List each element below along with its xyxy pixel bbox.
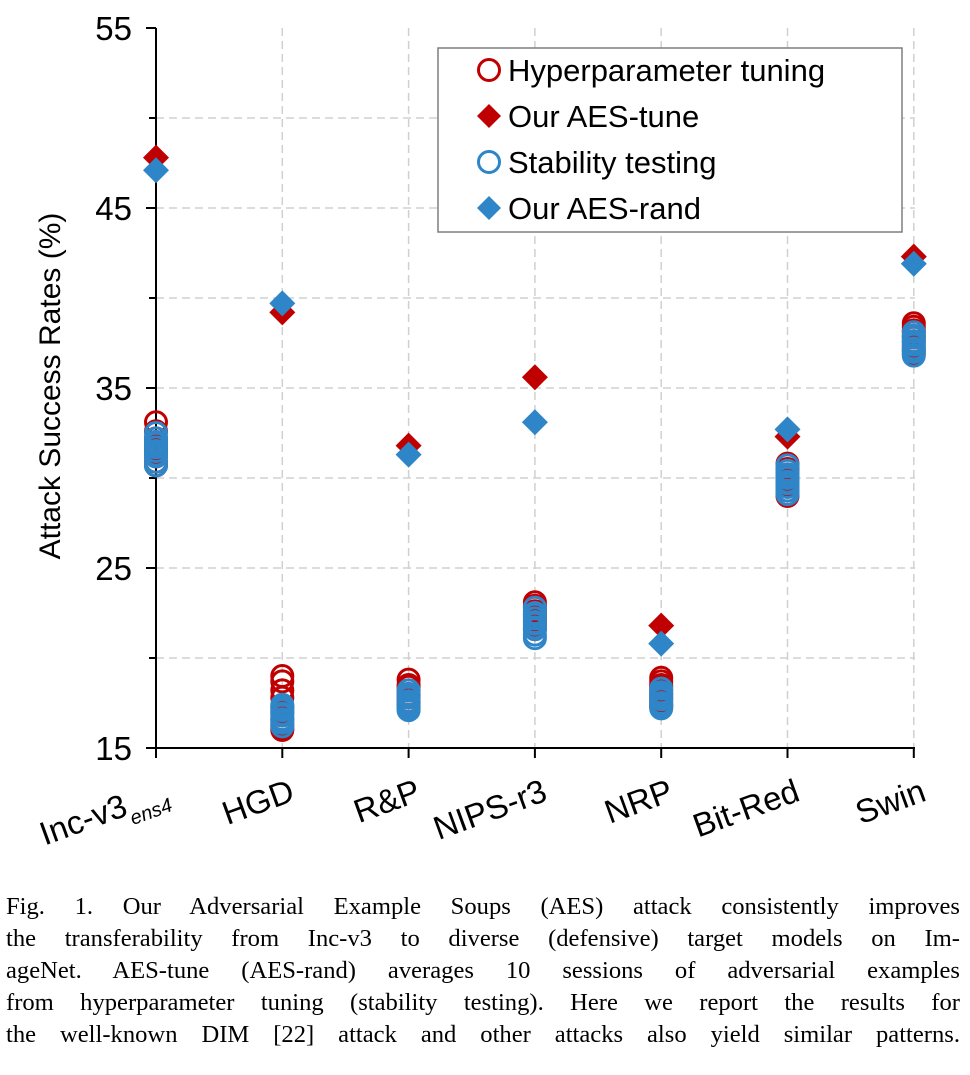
data-point-circle (522, 626, 547, 651)
y-axis-title-group: Attack Success Rates (%) (34, 213, 67, 560)
data-points (143, 144, 927, 742)
data-point-circle (144, 442, 168, 467)
y-tick-label: 35 (95, 370, 132, 407)
legend-box (437, 47, 903, 233)
data-point-circle (901, 338, 926, 363)
data-point-circle (144, 453, 168, 478)
data-point-diamond (395, 441, 422, 468)
data-point-diamond (774, 416, 801, 443)
x-tick-label-main: R&P (349, 772, 425, 830)
data-point-diamond (477, 196, 501, 220)
data-point-circle (270, 701, 295, 726)
data-point-diamond (648, 630, 675, 657)
x-tick-label-subscript: ens4 (127, 794, 175, 830)
legend: Hyperparameter tuning Our AES-tune Stabili… (437, 47, 903, 233)
x-tick-label-main: NRP (599, 772, 677, 831)
data-point-diamond (143, 157, 169, 184)
x-tick-label: Swin (850, 772, 930, 831)
legend-label: Hyperparameter tuning (508, 53, 825, 88)
caption-line: the transferability from Inc-v3 to diver… (6, 925, 960, 952)
x-tick-label-main: NIPS-r3 (428, 772, 551, 847)
data-point-circle (522, 602, 547, 627)
caption-line: Fig. 1. Our Adversarial Example Soups (A… (6, 893, 960, 920)
legend-marker-circle (477, 150, 501, 174)
caption-line: the well-known DIM [22] attack and other… (6, 1021, 960, 1048)
scatter-chart: 15 25 35 45 55 Inc-v3ens4 HGD R&P NIPS-r3 NRP Bit-… (34, 10, 930, 861)
data-point-circle (649, 692, 674, 717)
data-point-circle (270, 669, 295, 694)
data-point-diamond (477, 104, 501, 128)
y-tick-label: 45 (95, 190, 132, 227)
legend-marker-circle (477, 58, 501, 82)
x-tick-label: HGD (217, 772, 299, 832)
data-point-diamond (521, 364, 548, 391)
legend-label: Our AES-tune (508, 99, 699, 134)
y-tick-label: 25 (95, 550, 132, 587)
x-tick-label: NIPS-r3 (428, 772, 551, 847)
data-point-circle (649, 683, 674, 708)
data-point-circle (270, 694, 295, 719)
data-point-diamond (648, 612, 675, 639)
x-tick-label-main: Swin (850, 772, 930, 831)
data-point-circle (522, 615, 547, 640)
data-point-circle (144, 430, 168, 454)
data-point-diamond (900, 250, 927, 277)
data-point-diamond (521, 409, 548, 436)
data-point-circle (901, 323, 926, 348)
y-tick-label: 15 (95, 730, 132, 767)
x-tick-label: Inc-v3ens4 (35, 772, 176, 861)
caption-line: from hyperparameter tuning (stability te… (6, 989, 960, 1016)
legend-label: Stability testing (508, 145, 717, 180)
y-tick-label: 55 (95, 10, 132, 47)
legend-label: Our AES-rand (508, 191, 701, 226)
data-point-circle (396, 682, 421, 706)
figure-caption: Fig. 1. Our Adversarial Example Soups (A… (6, 891, 960, 1051)
x-tick-label-main: Inc-v3 (35, 787, 132, 853)
data-point-circle (270, 709, 295, 733)
data-point-circle (775, 462, 800, 487)
data-point-circle (396, 694, 421, 719)
caption-line: ageNet. AES-tune (AES-rand) averages 10 … (6, 957, 960, 984)
y-axis-title: Attack Success Rates (%) (34, 213, 67, 560)
data-point-diamond (269, 290, 296, 317)
x-tick-label: Bit-Red (688, 772, 804, 844)
x-tick-label: R&P (349, 772, 425, 830)
x-tick-label-main: Bit-Red (688, 772, 804, 844)
x-tick-label: NRP (599, 772, 677, 831)
x-tick-label-main: HGD (217, 772, 299, 832)
data-point-circle (775, 471, 800, 496)
